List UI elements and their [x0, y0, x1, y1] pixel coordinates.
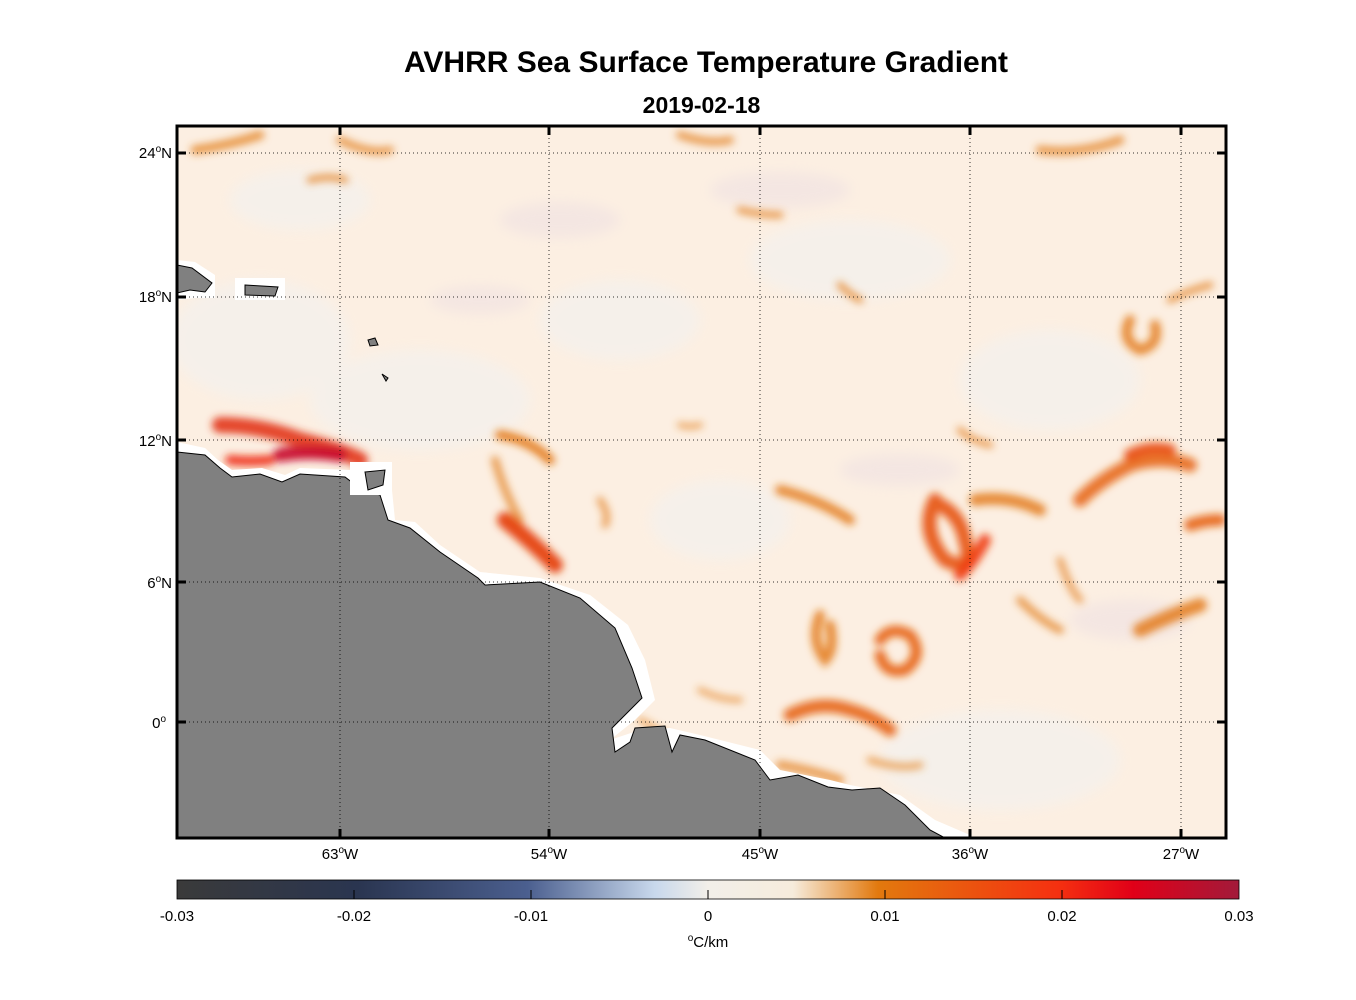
lat-label-6n: 6oN	[147, 574, 172, 592]
lon-label-54w: 54oW	[530, 845, 568, 863]
lat-label-12n: 12oN	[138, 432, 172, 450]
colorbar-tick-label: 0.03	[1224, 908, 1254, 925]
map-title: AVHRR Sea Surface Temperature Gradient	[403, 46, 1009, 79]
colorbar-tick-label: 0	[703, 908, 713, 925]
background-texture	[177, 170, 1140, 810]
background-lavender	[430, 172, 1190, 640]
island-trinidad	[364, 469, 386, 491]
colorbar-units: oC/km	[687, 933, 729, 951]
island-hispaniola-land	[177, 264, 213, 294]
colorbar-ticks	[353, 890, 1063, 899]
lon-label-63w: 63oW	[321, 845, 359, 863]
colorbar-tick-label: 0.02	[1047, 908, 1077, 925]
graticule	[177, 126, 1226, 838]
lon-label-36w: 36oW	[951, 845, 989, 863]
colorbar-tick-label: -0.01	[513, 908, 549, 925]
island-martinique	[381, 373, 389, 382]
south-america-land	[177, 451, 946, 838]
gradient-fronts	[190, 130, 1226, 785]
island-puerto-rico	[244, 284, 279, 297]
map-date: 2019-02-18	[642, 92, 761, 118]
frame-ticks	[177, 126, 1226, 838]
lat-label-0: 0o	[152, 714, 166, 732]
colorbar-tick-label: -0.02	[336, 908, 372, 925]
map-frame	[175, 124, 1228, 840]
colorbar-tick-label: 0.01	[870, 908, 900, 925]
lat-label-24n: 24oN	[138, 144, 172, 162]
lat-label-18n: 18oN	[138, 288, 172, 306]
colorbar-tick-label: -0.03	[159, 908, 195, 925]
island-guadeloupe	[367, 337, 379, 347]
lon-label-27w: 27oW	[1162, 845, 1200, 863]
lon-label-45w: 45oW	[741, 845, 779, 863]
